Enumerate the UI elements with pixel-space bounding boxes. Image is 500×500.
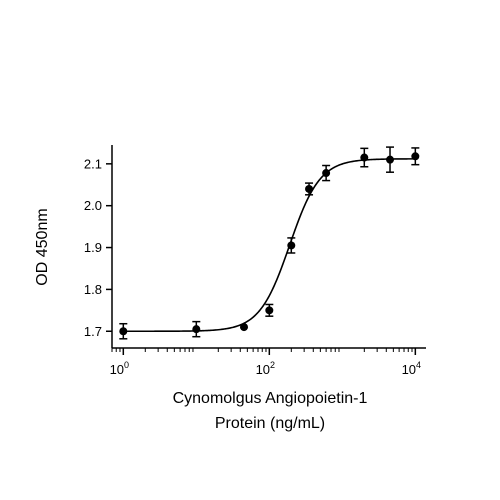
data-point <box>240 323 249 332</box>
data-point <box>192 320 201 338</box>
data-marker <box>287 241 296 250</box>
data-marker <box>360 153 369 162</box>
data-marker <box>411 152 420 161</box>
y-tick-label: 2.0 <box>84 198 102 213</box>
x-tick-label: 104 <box>402 360 421 377</box>
y-tick-label: 2.1 <box>84 156 102 171</box>
data-point <box>322 164 331 182</box>
y-axis-title: OD 450nm <box>34 208 51 285</box>
x-axis-title-line-1: Cynomolgus Angiopoietin-1 <box>173 390 368 407</box>
data-marker <box>192 325 201 334</box>
y-tick-label: 1.7 <box>84 324 102 339</box>
data-points-layer <box>119 146 420 340</box>
data-point <box>119 322 128 340</box>
tick-labels-layer: 1.7 1.8 1.9 2.0 2.1 100 102 104 <box>84 156 421 377</box>
x-tick-label: 100 <box>110 360 129 377</box>
data-point <box>265 303 274 317</box>
data-marker <box>119 327 128 336</box>
x-tick-label: 102 <box>256 360 275 377</box>
data-point <box>386 146 395 173</box>
axes <box>106 145 426 355</box>
data-marker <box>240 323 249 332</box>
data-point <box>360 147 369 168</box>
data-marker <box>386 155 395 164</box>
data-marker <box>322 169 331 178</box>
y-tick-label: 1.9 <box>84 240 102 255</box>
y-tick-label: 1.8 <box>84 282 102 297</box>
data-marker <box>305 184 314 193</box>
x-axis-title-line-2: Protein (ng/mL) <box>215 415 325 432</box>
data-point <box>287 237 296 254</box>
data-point <box>305 182 314 196</box>
data-point <box>411 147 420 166</box>
data-marker <box>265 306 274 315</box>
